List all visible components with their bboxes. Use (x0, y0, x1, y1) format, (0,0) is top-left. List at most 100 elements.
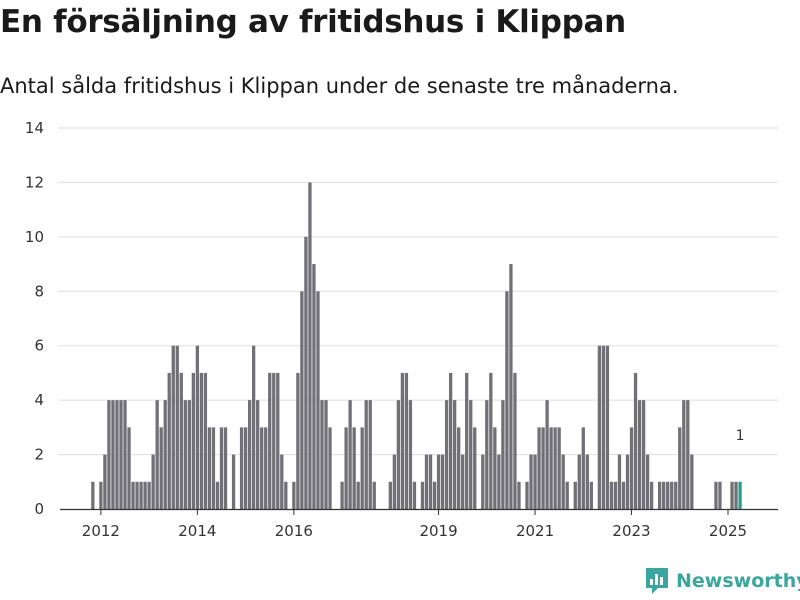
bar (215, 481, 220, 509)
bar (231, 454, 236, 509)
bar (316, 291, 320, 509)
bar (577, 454, 581, 509)
bar (119, 400, 123, 509)
bar (633, 372, 638, 509)
bar (163, 400, 167, 509)
bar (493, 427, 497, 509)
bar (670, 481, 674, 509)
bar (167, 372, 171, 509)
bar (601, 345, 606, 509)
bar (641, 400, 646, 509)
bar (690, 454, 694, 509)
bar (533, 454, 537, 509)
bar (565, 481, 569, 509)
bar (645, 454, 650, 509)
bar (296, 372, 300, 509)
bar (666, 481, 670, 509)
bar (243, 427, 248, 509)
bar (609, 481, 614, 509)
chart-title: En försäljning av fritidshus i Klippan (0, 4, 626, 40)
bar (461, 454, 465, 509)
bar (348, 400, 352, 509)
bar (155, 400, 159, 509)
bar (135, 481, 139, 509)
bar (364, 400, 368, 509)
bar (123, 400, 127, 509)
bar (408, 400, 413, 509)
bar (589, 481, 593, 509)
bar (509, 264, 513, 509)
bar (400, 372, 405, 509)
bar (678, 427, 682, 509)
bar (324, 400, 328, 509)
bar (545, 400, 549, 509)
bar (658, 481, 662, 509)
bar (260, 427, 264, 509)
bar (444, 400, 449, 509)
bar (191, 372, 195, 509)
bar (573, 481, 577, 509)
bar (682, 400, 686, 509)
bar (308, 182, 312, 509)
bar (505, 291, 509, 509)
bar (497, 454, 501, 509)
bar (621, 481, 626, 509)
bar (276, 372, 280, 509)
bar (356, 481, 360, 509)
bar (501, 400, 505, 509)
bar (99, 481, 103, 509)
chart-subtitle: Antal sålda fritidshus i Klippan under d… (0, 74, 679, 98)
highlight-value-label: 1 (736, 428, 745, 444)
bar (537, 427, 541, 509)
bar (549, 427, 553, 509)
bar (239, 427, 244, 509)
bar (473, 427, 477, 509)
bar (448, 372, 453, 509)
bar (529, 454, 533, 509)
x-tick-label: 2012 (82, 522, 120, 540)
bar (617, 454, 622, 509)
bar (312, 264, 316, 509)
bars (91, 182, 742, 509)
bar (219, 427, 224, 509)
bar (284, 481, 288, 509)
bar (485, 400, 489, 509)
bar (143, 481, 147, 509)
bar (525, 481, 529, 509)
x-tick-label: 2019 (419, 522, 457, 540)
bar (718, 481, 722, 509)
bar (115, 400, 119, 509)
y-tick-label: 4 (34, 391, 44, 409)
bar (517, 481, 521, 509)
bar (187, 400, 191, 509)
bar (203, 372, 208, 509)
bar (420, 481, 425, 509)
brand-name: Newsworthy (676, 570, 800, 592)
bar (613, 481, 618, 509)
bar (139, 481, 143, 509)
bar (412, 481, 417, 509)
y-tick-label: 14 (25, 119, 44, 137)
bar (268, 372, 272, 509)
bar (151, 454, 155, 509)
bar (453, 400, 457, 509)
bar (714, 481, 718, 509)
bar (432, 481, 437, 509)
bar (686, 400, 690, 509)
bar (131, 481, 135, 509)
bar (368, 400, 372, 509)
bar (127, 427, 131, 509)
bar (252, 345, 256, 509)
bar (637, 400, 642, 509)
bar (541, 427, 545, 509)
bar (396, 400, 401, 509)
y-tick-label: 12 (25, 173, 44, 191)
bar (428, 454, 433, 509)
bar (107, 400, 111, 509)
bar (272, 372, 276, 509)
bar (147, 481, 151, 509)
bar (292, 481, 296, 509)
bar (304, 236, 308, 509)
bar (179, 372, 183, 509)
